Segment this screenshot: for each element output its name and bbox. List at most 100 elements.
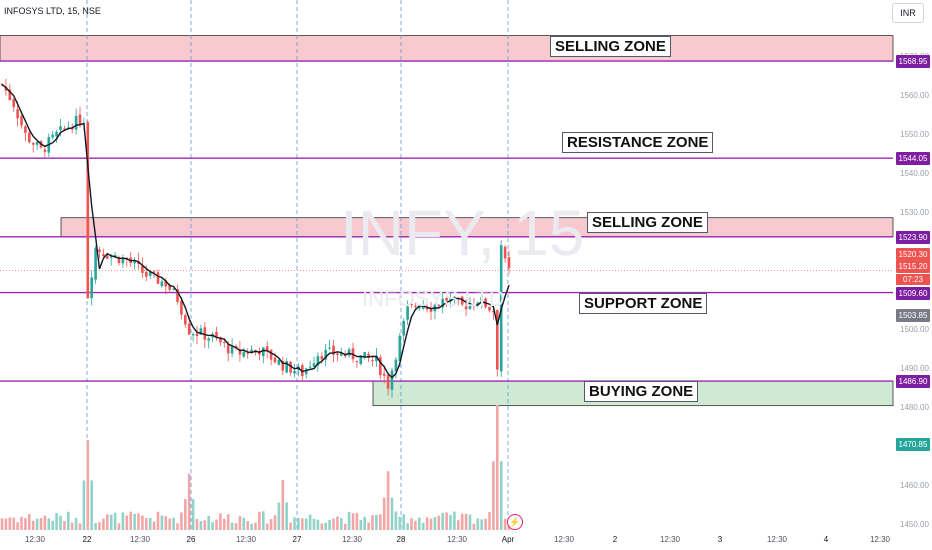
volume-bar [496,405,499,530]
volume-bar [74,517,78,530]
volume-bar [301,518,304,530]
candle-body [429,309,433,312]
volume-bar [156,511,160,530]
volume-bar [351,513,355,530]
candle-body [184,315,187,325]
volume-bar [464,513,468,530]
volume-bar [70,522,74,530]
candle-body [31,142,35,145]
time-tick: 12:30 [235,535,257,544]
volume-bar [359,520,363,530]
candle-body [78,114,82,126]
volume-bar [363,516,366,530]
candle-body [476,302,480,305]
volume-bar [219,513,222,530]
volume-bar [164,516,168,530]
selling-zone-mid-label[interactable]: SELLING ZONE [587,212,708,233]
candle-body [55,131,58,137]
volume-bar [449,514,452,530]
candle-body [336,353,339,355]
volume-bar [324,522,327,530]
candle-body [367,353,370,358]
price-tick: 1480.00 [900,403,929,412]
volume-bar [418,517,421,530]
candle-body [168,284,171,290]
volume-bar [160,515,164,530]
buying-zone-label[interactable]: BUYING ZONE [584,381,699,402]
volume-bar [265,523,269,530]
candle-body [176,289,179,302]
candle-body [43,149,47,152]
candle-body [418,306,421,309]
candle-body [219,337,222,343]
candle-body [207,338,210,341]
candle-body [8,89,12,100]
candle-body [382,373,386,376]
volume-bar [102,518,105,530]
volume-bar [184,499,187,530]
time-tick: 12:30 [129,535,151,544]
resistance-zone-label[interactable]: RESISTANCE ZONE [562,132,714,153]
volume-bar [312,518,316,530]
volume-bar [441,512,444,530]
volume-bar [468,514,472,530]
candle-body [12,99,15,108]
candle-body [390,370,394,390]
support-zone-label[interactable]: SUPPORT ZONE [579,293,708,314]
candle-body [223,342,226,344]
volume-bar [293,517,296,530]
candle-body [414,305,417,307]
volume-bar [211,522,214,530]
candle-body [375,355,378,362]
currency-button[interactable]: INR [892,3,924,23]
candle-body [340,352,343,356]
candle-body [480,296,483,303]
volume-bar [234,523,238,530]
candle-body [102,254,105,257]
selling-zone-top-rect [0,35,894,62]
volume-bar [414,520,417,530]
volume-bar [254,522,257,530]
candle-body [445,298,448,301]
candles [0,78,511,398]
volume-bar [125,515,129,530]
candle-body [386,374,390,389]
volume-bar [375,514,378,530]
volume-bar [39,518,43,530]
volume-bar [488,511,491,530]
volume-bar [203,520,207,530]
volume-bar [59,515,62,530]
volume-bar [453,511,456,530]
volume-bar [90,480,93,530]
candle-body [133,261,136,264]
time-tick: 12:30 [659,535,681,544]
candle-body [16,109,19,119]
volume-bar [269,519,273,530]
selling-zone-top-label[interactable]: SELLING ZONE [550,36,671,57]
volume-bar [4,518,8,530]
volume-bar [382,497,386,530]
volume-bar [226,514,230,530]
candle-body [172,288,175,290]
volume-bar [191,499,195,530]
lightning-icon[interactable]: ⚡ [507,514,523,530]
candle-body [316,356,320,366]
volume-bar [390,497,394,530]
candle-body [262,347,265,357]
moving-average-line [1,83,510,379]
time-tick: 12:30 [341,535,363,544]
volume-bar [398,516,402,530]
volume-bar [117,523,121,530]
candle-body [94,248,97,280]
time-tick: 26 [186,535,196,544]
volume-bar [355,512,359,530]
price-tag: 1486.90 [896,375,930,389]
volume-bar [437,515,441,530]
volume-bar [402,514,405,530]
candle-body [460,296,464,305]
volume-bar [24,518,27,530]
price-tick: 1460.00 [900,481,929,490]
volume-bar [484,518,487,530]
candle-body [488,306,491,311]
candle-body [347,349,351,356]
